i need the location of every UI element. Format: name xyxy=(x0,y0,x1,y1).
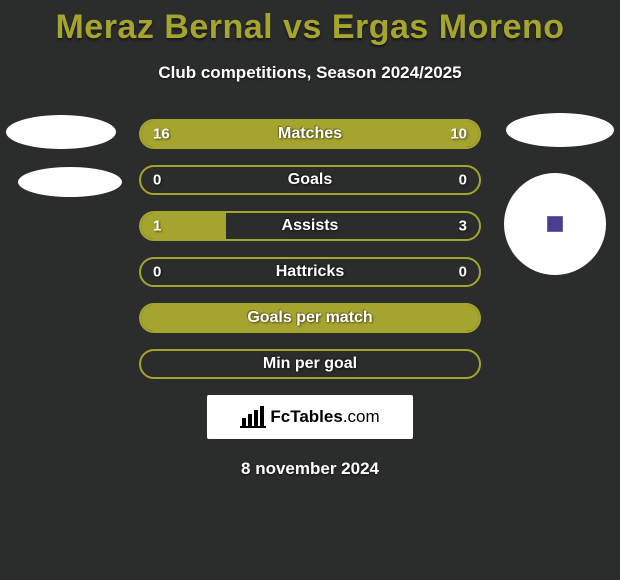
player-right-avatar-1 xyxy=(506,113,614,147)
stat-bars-container: 1610Matches 00Goals 13Assists 00Hattricks Go… xyxy=(139,119,481,379)
player-left-avatar-2 xyxy=(18,167,122,197)
stat-bar: 00Hattricks xyxy=(139,257,481,287)
logo-text: FcTables.com xyxy=(270,407,379,427)
stat-bar: Goals per match xyxy=(139,303,481,333)
stat-bar: Min per goal xyxy=(139,349,481,379)
club-badge-icon xyxy=(547,216,563,232)
stat-label: Hattricks xyxy=(141,263,479,281)
stat-label: Goals xyxy=(141,171,479,189)
player-right-avatar-2 xyxy=(504,173,606,275)
player-left-avatar-1 xyxy=(6,115,116,149)
fctables-logo: FcTables.com xyxy=(207,395,413,439)
stat-label: Min per goal xyxy=(141,355,479,373)
stat-bar: 00Goals xyxy=(139,165,481,195)
stat-label: Assists xyxy=(141,217,479,235)
snapshot-date: 8 november 2024 xyxy=(0,459,620,479)
stat-label: Matches xyxy=(141,125,479,143)
bar-chart-icon xyxy=(240,406,266,428)
stat-label: Goals per match xyxy=(141,309,479,327)
page-title: Meraz Bernal vs Ergas Moreno xyxy=(0,0,620,47)
stat-bar: 1610Matches xyxy=(139,119,481,149)
page-subtitle: Club competitions, Season 2024/2025 xyxy=(0,63,620,83)
comparison-stage: 1610Matches 00Goals 13Assists 00Hattricks Go… xyxy=(0,119,620,379)
stat-bar: 13Assists xyxy=(139,211,481,241)
